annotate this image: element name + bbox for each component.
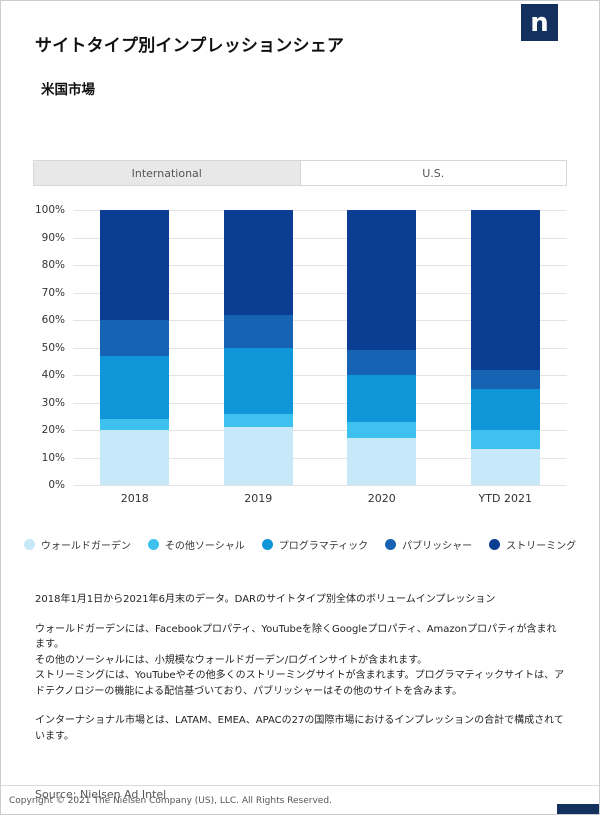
y-tick-label: 100% (34, 204, 65, 216)
legend-item-0: ウォールドガーデン (23, 537, 131, 552)
bar-segment-series-0 (347, 438, 417, 485)
gridline (73, 210, 567, 211)
legend-label: ストリーミング (506, 541, 577, 552)
legend-label: プログラマティック (278, 541, 369, 552)
gridline (73, 347, 567, 349)
gridline (73, 320, 567, 321)
bar-segment-series-0 (100, 430, 170, 485)
bar-segment-series-0 (223, 427, 293, 485)
bar-segment-series-3 (470, 369, 540, 389)
y-tick-label: 0% (48, 479, 65, 491)
bar-segment-series-1 (223, 413, 293, 428)
y-tick-label: 50% (41, 341, 65, 354)
tab-international[interactable]: International (34, 161, 301, 185)
bar-segment-series-4 (223, 210, 293, 315)
bar-segment-series-2 (347, 375, 417, 422)
gridline (73, 402, 567, 404)
bar-segment-series-1 (100, 419, 170, 430)
bar-segment-series-1 (347, 421, 417, 439)
legend-label: パブリッシャー (402, 541, 473, 552)
stacked-bar-chart: 100% 90% 80% 70% 60% 50% 40% 30% 20% 10% 0% (33, 204, 567, 491)
bar-segment-series-2 (100, 355, 170, 419)
bars (73, 210, 567, 485)
legend-swatch (147, 539, 159, 550)
y-tick-label: 30% (41, 396, 65, 409)
source-line: Source: Nielsen Ad Intel (35, 788, 167, 801)
legend-item-3: パブリッシャー (385, 537, 472, 552)
bar-segment-series-4 (347, 210, 417, 351)
legend-swatch (489, 539, 501, 550)
x-tick-label: 2020 (367, 492, 396, 505)
legend-item-1: その他ソーシャル (147, 537, 245, 552)
bar-segment-series-3 (347, 350, 417, 375)
bar-segment-series-4 (470, 210, 540, 370)
footer-accent-bar (557, 804, 599, 814)
bar-segment-series-1 (470, 430, 540, 450)
legend-item-2: プログラマティック (261, 537, 369, 552)
gridline (73, 430, 567, 431)
gridline (73, 292, 567, 294)
bar-segment-series-0 (470, 449, 540, 485)
bar-segment-series-2 (223, 347, 293, 414)
footer-divider (1, 785, 599, 786)
y-tick-label: 70% (41, 286, 65, 299)
legend-swatch (261, 539, 273, 550)
nielsen-logo-letter: n (530, 7, 549, 38)
legend-label: その他ソーシャル (164, 541, 245, 552)
x-tick-label: 2018 (120, 492, 149, 505)
y-tick-label: 20% (41, 424, 65, 436)
footnote-paragraph: ウォールドガーデンには、Facebookプロパティ、YouTubeを除くGoog… (35, 623, 565, 697)
plot-area (73, 210, 567, 486)
x-axis-labels: 2018 2019 2020 YTD 2021 (73, 492, 567, 505)
bar-segment-series-3 (223, 314, 293, 348)
bar-segment-series-3 (100, 320, 170, 356)
gridline (73, 457, 567, 459)
gridline (73, 375, 567, 376)
tab-bar: International U.S. (33, 160, 567, 186)
y-tick-label: 60% (41, 314, 65, 326)
y-tick-label: 90% (41, 231, 65, 244)
footnote-paragraph: インターナショナル市場とは、LATAM、EMEA、APACの27の国際市場におけ… (35, 715, 564, 742)
y-tick-label: 80% (41, 259, 65, 271)
y-tick-label: 40% (41, 369, 65, 381)
footnotes: 2018年1月1日から2021年6月末のデータ。DARのサイトタイプ別全体のボリ… (35, 592, 565, 744)
bar-segment-series-4 (100, 210, 170, 320)
bar-2020 (347, 210, 417, 485)
legend-item-4: ストリーミング (489, 537, 576, 552)
legend-swatch (23, 539, 35, 550)
x-tick-label: 2019 (244, 492, 273, 505)
bar-2018 (100, 210, 170, 485)
y-axis: 100% 90% 80% 70% 60% 50% 40% 30% 20% 10% 0% (33, 204, 73, 491)
gridline (73, 485, 567, 486)
legend-swatch (385, 539, 397, 550)
nielsen-logo: n (521, 4, 558, 41)
y-tick-label: 10% (41, 451, 65, 464)
gridline (73, 237, 567, 239)
tab-u-s[interactable]: U.S. (300, 161, 566, 185)
page-title: サイトタイプ別インプレッションシェア (35, 36, 345, 56)
footnote-paragraph: 2018年1月1日から2021年6月末のデータ。DARのサイトタイプ別全体のボリ… (35, 594, 496, 605)
bar-ytd-2021 (470, 210, 540, 485)
bar-2019 (223, 210, 293, 485)
bar-segment-series-2 (470, 388, 540, 430)
legend-label: ウォールドガーデン (40, 541, 131, 552)
page-subtitle: 米国市場 (41, 82, 95, 98)
legend: ウォールドガーデン その他ソーシャル プログラマティック パブリッシャー ストリーミング (1, 537, 599, 552)
gridline (73, 265, 567, 266)
copyright-text: Copyright © 2021 The Nielsen Company (US… (9, 796, 332, 806)
x-tick-label: YTD 2021 (478, 492, 532, 505)
